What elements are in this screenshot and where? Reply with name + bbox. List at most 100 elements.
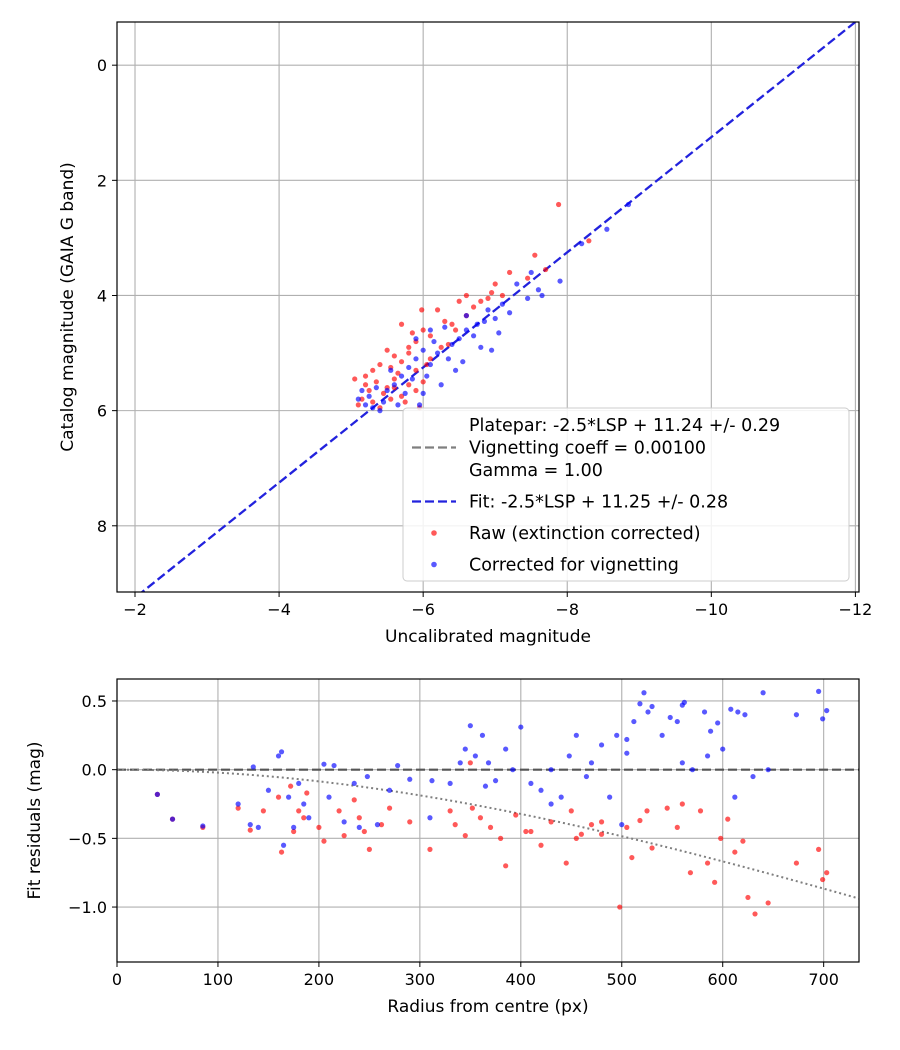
data-point xyxy=(718,835,724,841)
data-point xyxy=(452,822,458,828)
data-point xyxy=(470,304,477,310)
data-point xyxy=(485,760,492,766)
data-point xyxy=(470,333,477,339)
data-point xyxy=(492,315,498,322)
data-point xyxy=(510,767,516,773)
data-point xyxy=(336,808,342,814)
data-point xyxy=(745,894,751,901)
data-point xyxy=(326,794,332,800)
data-point xyxy=(735,709,741,715)
data-point xyxy=(434,350,441,356)
x-tick-label: 0 xyxy=(112,970,122,989)
y-tick-label: 6 xyxy=(97,402,107,421)
data-point xyxy=(472,753,478,759)
data-point xyxy=(419,307,425,313)
data-point xyxy=(424,361,430,368)
data-point xyxy=(420,379,426,385)
data-point xyxy=(398,359,405,365)
y-tick-label: 0 xyxy=(97,56,107,75)
x-tick-label: −10 xyxy=(694,600,728,619)
data-point xyxy=(296,808,302,814)
data-point xyxy=(740,838,746,844)
fit-line xyxy=(140,22,858,592)
y-tick-label: 0.5 xyxy=(82,692,107,711)
data-point xyxy=(525,295,531,301)
data-point xyxy=(637,701,643,707)
x-tick-label: 600 xyxy=(707,970,738,989)
data-point xyxy=(607,794,613,800)
top-fit-line-group xyxy=(140,22,858,592)
data-point xyxy=(424,373,430,379)
data-point xyxy=(820,716,826,722)
y-tick-label: −0.5 xyxy=(68,829,107,848)
data-point xyxy=(538,842,544,848)
x-tick-label: 100 xyxy=(203,970,234,989)
data-point xyxy=(558,794,564,800)
data-point xyxy=(578,831,584,837)
data-point xyxy=(370,399,376,405)
data-point xyxy=(816,846,822,852)
data-point xyxy=(704,753,711,759)
data-point xyxy=(288,783,294,789)
data-point xyxy=(538,787,544,793)
data-point xyxy=(492,778,499,784)
data-point xyxy=(732,794,738,800)
data-point xyxy=(366,387,372,394)
data-point xyxy=(525,275,531,281)
data-point xyxy=(255,824,261,830)
data-point xyxy=(447,780,453,787)
y-tick-label: 2 xyxy=(97,171,107,190)
data-point xyxy=(278,749,285,755)
data-point xyxy=(406,350,412,356)
data-point xyxy=(728,706,734,712)
data-point xyxy=(378,822,385,828)
data-point xyxy=(366,393,372,399)
data-point xyxy=(457,760,463,766)
data-point xyxy=(380,399,387,405)
data-point xyxy=(573,835,579,841)
data-point xyxy=(154,791,160,797)
data-point xyxy=(689,767,696,773)
data-point xyxy=(386,787,393,793)
data-point xyxy=(438,344,444,350)
data-point xyxy=(478,344,484,350)
data-point xyxy=(535,287,542,293)
data-point xyxy=(341,819,347,825)
data-point xyxy=(816,688,822,694)
data-point xyxy=(413,336,419,342)
top-x-axis-label: Uncalibrated magnitude xyxy=(385,627,591,647)
data-point xyxy=(370,367,376,373)
legend-label: Fit: -2.5*LSP + 11.25 +/- 0.28 xyxy=(469,493,728,513)
data-point xyxy=(386,805,393,811)
data-point xyxy=(388,367,394,373)
data-point xyxy=(359,387,365,394)
data-point xyxy=(377,361,383,368)
data-point xyxy=(704,860,711,866)
data-point xyxy=(356,824,362,830)
legend-label: Gamma = 1.00 xyxy=(469,461,603,481)
data-point xyxy=(398,393,405,399)
data-point xyxy=(395,370,401,376)
top-panel: −2 −4 −6 −8 −10 −12 0 2 4 6 8 Uncalibrated magnitu… xyxy=(58,21,872,647)
data-point xyxy=(507,310,513,316)
data-point xyxy=(431,338,437,345)
data-point xyxy=(306,815,312,821)
y-tick-label: 0.0 xyxy=(82,761,107,780)
data-point xyxy=(352,376,358,382)
data-point xyxy=(485,307,491,313)
data-point xyxy=(398,373,405,379)
bottom-axes-frame xyxy=(116,678,860,963)
data-point xyxy=(250,764,256,770)
data-point xyxy=(588,760,595,766)
data-point xyxy=(765,767,771,773)
data-point xyxy=(750,773,756,780)
data-point xyxy=(645,709,651,715)
data-point xyxy=(586,238,592,244)
y-tick-label: 4 xyxy=(97,286,107,305)
data-point xyxy=(301,801,307,807)
data-point xyxy=(373,385,379,391)
data-point xyxy=(566,753,572,759)
data-point xyxy=(247,827,253,833)
top-axes-frame xyxy=(116,21,860,593)
